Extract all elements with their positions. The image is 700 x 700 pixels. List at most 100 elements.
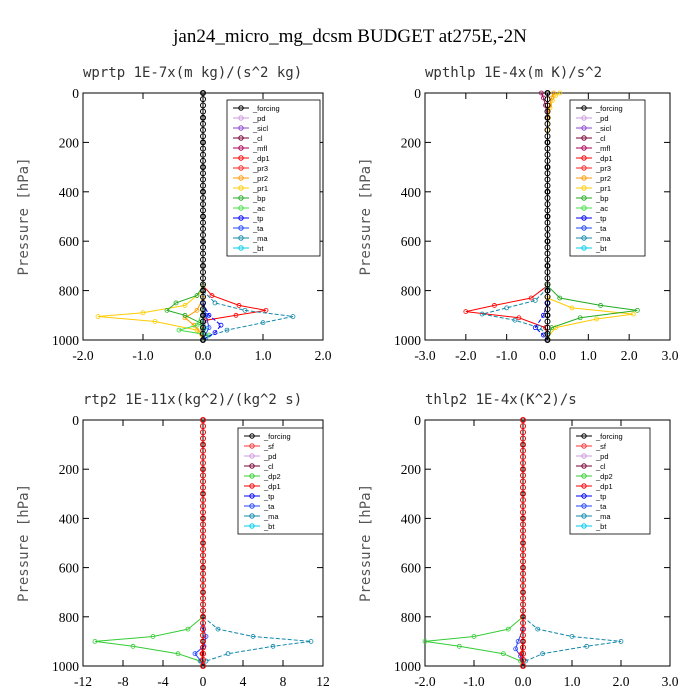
zero-profile-marker bbox=[544, 207, 551, 214]
series-marker_pr1 bbox=[95, 314, 101, 319]
zero-profile-marker bbox=[200, 244, 206, 251]
series-line_dp2 bbox=[94, 616, 204, 667]
zero-profile-marker bbox=[200, 219, 206, 226]
zero-profile-marker bbox=[520, 515, 526, 522]
zero-profile-marker bbox=[544, 182, 551, 189]
zero-profile-marker bbox=[544, 145, 551, 152]
legend-label: _ta bbox=[595, 502, 607, 511]
zero-profile-marker bbox=[520, 496, 526, 503]
zero-profile-marker bbox=[200, 429, 206, 436]
zero-profile-marker bbox=[520, 626, 526, 633]
series-marker_pr1 bbox=[182, 303, 188, 308]
legend-marker bbox=[581, 205, 587, 211]
legend-label: _tp bbox=[595, 214, 606, 223]
zero-profile-marker bbox=[200, 601, 206, 608]
legend-label: _sicl bbox=[595, 124, 611, 133]
series-marker_dp1 bbox=[263, 307, 269, 313]
y-tick-label: 800 bbox=[401, 610, 422, 625]
panel-title: thlp2 1E-4x(K^2)/s bbox=[425, 392, 577, 408]
series-marker_ta bbox=[201, 643, 207, 649]
series-line_ta bbox=[515, 628, 524, 667]
zero-profile-marker bbox=[200, 176, 206, 183]
legend-label: _sf bbox=[595, 442, 607, 451]
legend-marker bbox=[581, 225, 587, 231]
legend-label: _forcing bbox=[252, 104, 280, 113]
zero-profile-marker bbox=[200, 632, 206, 639]
legend-label: _sicl bbox=[252, 124, 268, 133]
zero-profile-marker bbox=[544, 176, 551, 183]
zero-profile-marker bbox=[544, 151, 551, 158]
series-marker_bp bbox=[164, 307, 170, 313]
y-tick-label: 600 bbox=[401, 234, 422, 249]
series-marker_pr1 bbox=[594, 316, 599, 322]
series-marker_ta bbox=[192, 651, 198, 657]
zero-profile-marker bbox=[544, 157, 551, 164]
legend-label: _tp bbox=[595, 492, 606, 501]
zero-profile-marker bbox=[200, 638, 206, 645]
zero-profile-marker bbox=[200, 269, 206, 276]
zero-profile-marker bbox=[200, 515, 206, 522]
zero-profile-marker bbox=[200, 330, 206, 337]
zero-profile-marker bbox=[200, 484, 206, 491]
legend-label: _ac bbox=[595, 204, 608, 213]
legend-marker bbox=[249, 513, 255, 519]
series-marker_ma bbox=[535, 626, 541, 632]
zero-profile-marker bbox=[544, 194, 551, 201]
series-marker_bp bbox=[182, 312, 188, 318]
zero-profile-marker bbox=[520, 607, 526, 614]
zero-profile-marker bbox=[200, 441, 206, 448]
x-tick-label: 1.0 bbox=[564, 674, 581, 689]
series-marker_ma bbox=[504, 305, 510, 311]
zero-profile-marker bbox=[520, 663, 526, 669]
zero-profile-marker bbox=[520, 447, 526, 454]
legend-label: _bt bbox=[595, 522, 607, 531]
legend-label: _pd bbox=[595, 452, 609, 461]
zero-profile-marker bbox=[544, 120, 551, 127]
legend-label: _ma bbox=[595, 234, 611, 243]
x-tick-label: 0.0 bbox=[195, 348, 212, 363]
series-marker_ma bbox=[540, 651, 545, 657]
legend-marker bbox=[581, 165, 587, 171]
legend-marker bbox=[581, 175, 587, 181]
legend-marker bbox=[581, 503, 587, 509]
x-tick-label: 4 bbox=[240, 674, 247, 689]
panel-2: rtp2 1E-11x(kg^2)/(kg^2 s) Pressure [hPa]… bbox=[16, 392, 330, 689]
series-marker_dp2 bbox=[130, 643, 136, 649]
series-marker_ac bbox=[176, 327, 182, 333]
figure-title: jan24_micro_mg_dcsm BUDGET at275E,-2N bbox=[172, 26, 527, 47]
legend-marker bbox=[249, 463, 255, 469]
y-tick-label: 400 bbox=[401, 185, 422, 200]
x-tick-label: 2.0 bbox=[621, 348, 638, 363]
legend-label: _pd bbox=[263, 452, 277, 461]
legend-marker bbox=[249, 473, 255, 479]
legend-label: _pr2 bbox=[252, 174, 268, 183]
legend-marker bbox=[249, 443, 255, 449]
series-marker_ma bbox=[203, 658, 209, 664]
x-tick-label: 0.0 bbox=[539, 348, 556, 363]
zero-profile-marker bbox=[200, 102, 206, 109]
series-marker_mfl bbox=[538, 90, 544, 96]
x-tick-label: -8 bbox=[117, 674, 128, 689]
zero-profile-marker bbox=[520, 423, 526, 430]
series-marker_dp2 bbox=[456, 643, 462, 649]
zero-profile-marker bbox=[544, 287, 551, 294]
zero-profile-marker bbox=[520, 460, 526, 467]
x-tick-label: 2.0 bbox=[613, 674, 630, 689]
zero-profile-marker bbox=[520, 576, 526, 583]
zero-profile-marker bbox=[200, 509, 206, 516]
zero-profile-marker bbox=[200, 503, 206, 510]
series-marker_ma bbox=[308, 639, 314, 644]
zero-profile-marker bbox=[200, 324, 206, 331]
zero-profile-marker bbox=[520, 441, 526, 448]
legend-label: _bt bbox=[252, 244, 264, 253]
series-marker_ma bbox=[224, 327, 230, 333]
series-marker_ma bbox=[215, 626, 221, 632]
zero-profile-marker bbox=[544, 170, 551, 177]
legend-label: _mfl bbox=[252, 144, 268, 153]
zero-profile-marker bbox=[544, 225, 551, 232]
zero-profile-marker bbox=[200, 656, 206, 663]
series-line_pr2 bbox=[547, 92, 555, 118]
legend-label: _dp1 bbox=[595, 482, 613, 491]
zero-profile-marker bbox=[200, 151, 206, 158]
zero-profile-marker bbox=[200, 114, 206, 121]
